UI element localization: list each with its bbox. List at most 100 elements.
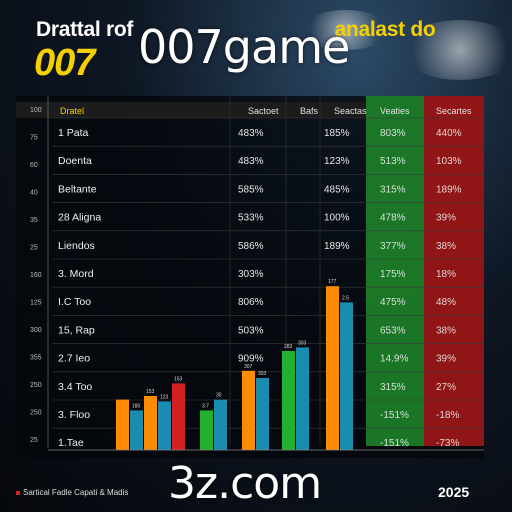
table-cell: 513% <box>380 156 406 167</box>
bar-value-label: 3.7 <box>202 403 209 409</box>
column-header: Seactas <box>334 106 367 116</box>
table-cell: -151% <box>380 438 409 449</box>
bar-value-label: 303 <box>298 340 307 346</box>
table-cell: 189% <box>436 184 462 195</box>
axis-tick-label: 100 <box>30 107 42 114</box>
column-header: Dratel <box>60 106 84 116</box>
watermark-top: 007game <box>138 20 350 74</box>
legend-dot-icon <box>16 490 20 495</box>
table-cell: 38% <box>436 241 456 252</box>
bar <box>144 396 157 450</box>
bar-value-label: 283 <box>284 344 293 350</box>
bar-value-label: 307 <box>244 364 253 370</box>
bar <box>116 399 129 450</box>
axis-tick-label: 60 <box>30 162 38 169</box>
header-strip <box>16 102 366 118</box>
bar <box>296 347 309 450</box>
table-cell: -73% <box>436 438 459 449</box>
table-cell: 803% <box>380 128 406 139</box>
table-cell: 103% <box>436 156 462 167</box>
column-header: Veaties <box>380 106 410 116</box>
bar-value-label: 30 <box>216 393 222 399</box>
table-cell: -18% <box>436 410 459 421</box>
table-cell: 586% <box>238 241 264 252</box>
table-cell: 100% <box>324 213 350 224</box>
table-cell: 14.9% <box>380 354 408 365</box>
row-label: 15, Rap <box>58 324 95 336</box>
row-label: I.C Too <box>58 296 91 308</box>
row-label: 3.4 Too <box>58 381 92 393</box>
headline-yellow: analast do <box>334 18 436 41</box>
stadium-light <box>300 10 390 50</box>
bar <box>200 410 213 450</box>
table-cell: 478% <box>380 213 406 224</box>
bar <box>172 383 185 450</box>
chart-svg: Dratel Sactoet Bafs Seactas Veaties Secartes 1… <box>16 96 484 451</box>
table-cell: 483% <box>238 128 264 139</box>
axis-tick-label: 250 <box>30 382 42 389</box>
table-cell: 653% <box>380 325 406 336</box>
table-cell: 485% <box>324 184 350 195</box>
table-cell: 303% <box>238 269 264 280</box>
bar <box>242 370 255 450</box>
table-cell: 377% <box>380 241 406 252</box>
axis-tick-label: 25 <box>30 437 38 444</box>
table-cell: 475% <box>380 297 406 308</box>
bar-value-label: 180 <box>132 403 141 409</box>
stadium-light <box>400 20 512 80</box>
table-cell: 27% <box>436 382 456 393</box>
table-cell: 503% <box>238 325 264 336</box>
headline: Drattal rof analast do <box>36 18 496 42</box>
row-label: 1.Tae <box>58 437 84 449</box>
row-label: Doenta <box>58 155 92 167</box>
table-cell: -151% <box>380 410 409 421</box>
table-cell: 185% <box>324 128 350 139</box>
table-cell: 38% <box>436 325 456 336</box>
row-label: 28 Aligna <box>58 212 101 224</box>
table-cell: 189% <box>324 241 350 252</box>
brand-logo: 007 <box>34 42 95 84</box>
watermark-bottom: 3z.com <box>168 458 322 509</box>
table-cell: 440% <box>436 128 462 139</box>
chart-panel: Dratel Sactoet Bafs Seactas Veaties Secartes 1… <box>16 96 484 458</box>
table-cell: 483% <box>238 156 264 167</box>
year-label: 2025 <box>438 484 470 500</box>
bar-value-label: 303 <box>258 371 267 377</box>
bar <box>158 401 171 450</box>
bar-value-label: 123 <box>160 394 169 400</box>
table-cell: 315% <box>380 184 406 195</box>
headline-white: Drattal rof <box>36 18 134 41</box>
bar <box>282 351 295 450</box>
bar <box>214 399 227 450</box>
axis-tick-label: 40 <box>30 190 38 197</box>
table-cell: 39% <box>436 213 456 224</box>
table-cell: 585% <box>238 184 264 195</box>
table-cell: 48% <box>436 297 456 308</box>
red-column-bg <box>424 96 484 446</box>
axis-tick-label: 75 <box>30 135 38 142</box>
legend: Sartical Fadle Capati & Madis <box>16 488 128 497</box>
axis-tick-label: 160 <box>30 272 42 279</box>
row-label: Liendos <box>58 240 95 252</box>
column-header: Bafs <box>300 106 319 116</box>
table-cell: 533% <box>238 213 264 224</box>
table-cell: 175% <box>380 269 406 280</box>
row-label: 3. Floo <box>58 409 90 421</box>
table-cell: 39% <box>436 354 456 365</box>
bar-value-label: 177 <box>328 279 337 285</box>
row-label: 3. Mord <box>58 268 94 280</box>
axis-tick-label: 355 <box>30 355 42 362</box>
bar <box>340 302 353 450</box>
column-header: Sactoet <box>248 106 279 116</box>
row-label: 2.7 Ieo <box>58 353 90 365</box>
row-label: 1 Pata <box>58 127 89 139</box>
axis-tick-label: 125 <box>30 300 42 307</box>
green-column-bg <box>366 96 424 446</box>
table-cell: 806% <box>238 297 264 308</box>
table-cell: 123% <box>324 156 350 167</box>
row-label: Beltante <box>58 183 97 195</box>
bar <box>326 286 339 450</box>
legend-text: Sartical Fadle Capati & Madis <box>23 488 129 497</box>
table-cell: 315% <box>380 382 406 393</box>
bar-value-label: 153 <box>174 376 183 382</box>
